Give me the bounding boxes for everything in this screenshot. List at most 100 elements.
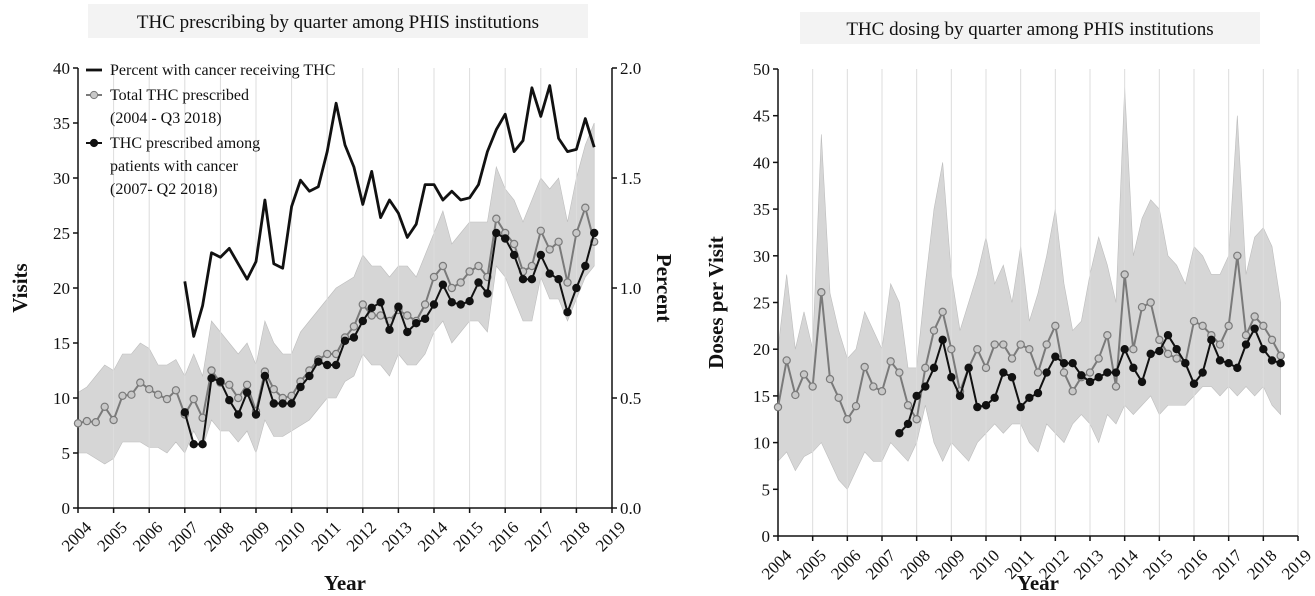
series-line — [183, 84, 596, 338]
data-point — [314, 357, 323, 366]
data-point — [1215, 356, 1225, 365]
data-point — [1042, 368, 1051, 377]
y-tick-label: 40 — [753, 153, 770, 172]
data-point — [912, 391, 921, 401]
data-point — [903, 419, 913, 429]
data-point — [1198, 321, 1207, 331]
data-point — [109, 415, 118, 425]
data-point — [1241, 330, 1251, 340]
data-point — [921, 363, 930, 373]
data-point — [999, 340, 1008, 349]
data-point — [447, 298, 456, 307]
data-point — [1103, 368, 1112, 377]
data-point — [938, 335, 947, 345]
data-point — [305, 371, 314, 381]
data-point — [438, 280, 448, 289]
data-point — [895, 429, 904, 438]
y-tick-label: 25 — [53, 224, 70, 243]
data-point — [189, 394, 198, 404]
x-tick-label: 2013 — [378, 518, 415, 555]
data-point — [509, 250, 519, 260]
x-tick-label: 2015 — [1139, 546, 1176, 583]
data-point — [189, 440, 198, 449]
y-tick-label: 45 — [753, 107, 770, 126]
data-point — [999, 368, 1008, 377]
data-point — [1068, 359, 1077, 368]
x-tick-label: 2006 — [129, 518, 166, 555]
data-point — [1077, 371, 1086, 380]
data-point — [127, 390, 136, 399]
data-point — [843, 415, 852, 424]
data-point — [242, 388, 252, 397]
x-tick-label: 2016 — [1174, 546, 1211, 583]
confidence-band — [77, 122, 595, 465]
data-point — [100, 402, 109, 411]
data-point — [851, 401, 861, 411]
data-point — [1068, 387, 1077, 396]
data-point — [1016, 402, 1025, 412]
data-point — [1189, 316, 1199, 326]
x-tick-label: 2008 — [200, 518, 237, 555]
data-point — [1051, 352, 1060, 361]
data-point — [921, 382, 930, 391]
data-point — [929, 363, 939, 373]
y-axis-label: Visits — [8, 263, 32, 312]
data-point — [1155, 346, 1164, 356]
data-point — [358, 300, 367, 309]
data-point — [912, 415, 921, 424]
y-tick-label: 35 — [753, 200, 770, 219]
data-point — [1033, 368, 1043, 377]
data-point — [877, 387, 887, 396]
data-point — [1085, 368, 1095, 377]
data-point — [1259, 321, 1268, 331]
x-axis-label: Year — [324, 571, 366, 595]
y-tick-label: 0 — [62, 499, 71, 518]
data-point — [394, 302, 403, 311]
data-point — [973, 402, 982, 412]
data-point — [860, 362, 869, 372]
data-point — [456, 300, 465, 309]
data-point — [1163, 330, 1173, 340]
data-point — [501, 234, 510, 243]
data-point — [233, 393, 243, 403]
data-point — [799, 370, 809, 379]
data-point — [1241, 340, 1251, 349]
x-tick-label: 2009 — [931, 546, 968, 583]
data-point — [456, 278, 465, 287]
y-tick-label: 20 — [753, 340, 770, 359]
data-point — [358, 316, 367, 326]
data-point — [834, 393, 843, 402]
data-point — [1155, 335, 1164, 345]
data-point — [1172, 354, 1181, 363]
data-point — [118, 391, 127, 400]
y-tick-label: 10 — [753, 434, 770, 453]
data-point — [144, 385, 154, 394]
data-point — [287, 399, 296, 408]
data-point — [1085, 377, 1095, 387]
y-tick-label: 5 — [762, 480, 771, 499]
data-point — [1129, 345, 1138, 354]
data-point — [269, 399, 278, 408]
data-point — [233, 410, 243, 419]
data-point — [1146, 349, 1155, 359]
data-point — [990, 340, 999, 349]
data-point — [1250, 312, 1259, 321]
data-point — [207, 366, 216, 375]
data-point — [563, 308, 572, 317]
confidence-band — [777, 87, 1281, 490]
data-point — [1215, 340, 1225, 349]
data-point — [225, 380, 234, 389]
data-point — [1025, 345, 1034, 354]
data-point — [340, 336, 350, 345]
legend-label: Percent with cancer receiving THC — [110, 62, 335, 79]
data-point — [869, 382, 878, 391]
data-point — [465, 267, 474, 276]
y-axis-label: Doses per Visit — [704, 236, 728, 369]
y2-tick-label: 0.0 — [620, 499, 641, 518]
y-tick-label: 50 — [753, 60, 770, 79]
legend-label-line: (2004 - Q3 2018) — [110, 110, 222, 127]
x-tick-label: 2007 — [165, 518, 203, 556]
data-point — [981, 401, 991, 410]
data-point — [1042, 340, 1051, 349]
legend-label: THC prescribed among patients with cancer… — [110, 135, 260, 198]
